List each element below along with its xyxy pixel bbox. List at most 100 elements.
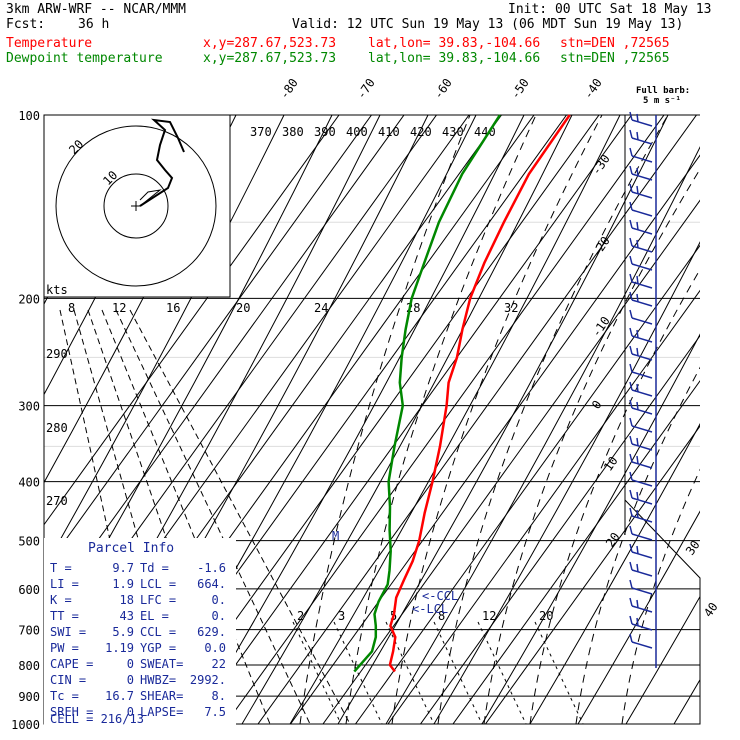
wind-barb-shaft bbox=[631, 335, 653, 343]
parcel-info-panel: Parcel Info T = 9.7 Td = -1.6 LI = 1.9 LCL = 66… bbox=[44, 538, 236, 726]
model-title: 3km ARW-WRF -- NCAR/MMM bbox=[6, 2, 187, 17]
wind-barb bbox=[629, 597, 653, 613]
isotherm-line bbox=[452, 380, 700, 724]
parcel-row-label: YGP = bbox=[140, 641, 176, 655]
isotherm-line bbox=[322, 199, 700, 724]
moist-adiabats bbox=[299, 115, 700, 724]
parcel-info-title: Parcel Info bbox=[88, 541, 174, 556]
wind-barb bbox=[629, 165, 653, 181]
isotherm-label: 30 bbox=[683, 538, 703, 558]
barb-legend-line2: 5 m s⁻¹ bbox=[643, 96, 681, 106]
isotherm-line bbox=[44, 115, 340, 526]
wind-barb-flag bbox=[636, 275, 639, 285]
parcel-row-value: 1.19 bbox=[105, 641, 134, 655]
wind-barb-flag bbox=[629, 309, 633, 319]
dry-adiabat-line bbox=[385, 146, 700, 724]
mixing-ratio-label: 12 bbox=[482, 609, 496, 623]
isotherm-line bbox=[192, 115, 633, 724]
wind-barb-shaft bbox=[631, 209, 653, 217]
isotherm-label: -40 bbox=[581, 76, 605, 102]
parcel-row-label: PW = bbox=[50, 641, 79, 655]
wind-barb-flag bbox=[636, 185, 639, 195]
wind-barb-shaft bbox=[631, 623, 653, 631]
mixing-ratio-line bbox=[433, 621, 483, 724]
wind-barb-flag bbox=[629, 543, 633, 553]
isotherm-line bbox=[484, 425, 700, 724]
wind-barb-shaft bbox=[631, 407, 653, 415]
wind-barb-shaft bbox=[631, 479, 653, 487]
wind-barb bbox=[629, 417, 653, 433]
parcel-row-value: 0.0 bbox=[204, 641, 226, 655]
temperature-trace bbox=[388, 114, 571, 673]
wind-barb bbox=[629, 255, 653, 271]
parcel-row-value: 7.5 bbox=[204, 705, 226, 719]
pressure-tick-label: 900 bbox=[18, 690, 40, 704]
isotherm-label: 0 bbox=[589, 398, 605, 412]
wind-barb-flag bbox=[629, 291, 633, 301]
parcel-row-value: -1.6 bbox=[197, 561, 226, 575]
wind-barb-shaft bbox=[631, 155, 653, 163]
wind-barb-flag bbox=[629, 597, 633, 607]
wind-barb-flag bbox=[629, 561, 633, 571]
wind-barb-flag bbox=[629, 453, 633, 463]
wind-barb-flag bbox=[636, 455, 639, 465]
speed-scale-label: 16 bbox=[166, 301, 180, 315]
moist-adiabat-line bbox=[483, 168, 700, 724]
wind-barb bbox=[629, 219, 653, 235]
wind-barb-flag bbox=[629, 507, 633, 517]
hodograph-trace bbox=[139, 118, 185, 207]
wind-barb bbox=[629, 435, 653, 451]
parcel-level-annotation: <-CCL bbox=[422, 589, 458, 603]
wind-barb-shaft bbox=[631, 533, 653, 541]
wind-barb-flag bbox=[636, 617, 639, 627]
isotherm-label: -60 bbox=[431, 76, 455, 102]
hodograph-ring bbox=[103, 173, 169, 239]
mixing-ratio-line bbox=[534, 621, 584, 724]
parcel-row-value: 664. bbox=[197, 577, 226, 591]
moist-adiabat-line bbox=[575, 366, 700, 724]
temperature-station: stn=DEN ,72565 bbox=[560, 36, 670, 51]
parcel-row-label: SHEAR= bbox=[140, 689, 183, 703]
wind-barb bbox=[629, 309, 653, 325]
parcel-level-annotation: <-LCL bbox=[412, 602, 448, 616]
pressure-tick-label: 200 bbox=[18, 292, 40, 306]
moist-adiabat-line bbox=[437, 115, 669, 724]
dewpoint-xy: x,y=287.67,523.73 bbox=[203, 51, 337, 66]
wind-barb-flag bbox=[629, 633, 633, 643]
speed-scale-line bbox=[129, 309, 351, 725]
wind-barb bbox=[629, 345, 653, 361]
wind-barb-flag bbox=[636, 383, 639, 393]
parcel-row-label: EL = bbox=[140, 609, 169, 623]
wind-barb-flag bbox=[636, 113, 639, 123]
wind-barb-shaft bbox=[631, 443, 653, 451]
wind-barb-flag bbox=[636, 221, 639, 231]
theta-e-label: 370 bbox=[250, 125, 272, 139]
speed-scale-line bbox=[73, 309, 191, 725]
moist-adiabat-line bbox=[529, 268, 700, 724]
isotherm-label: 20 bbox=[603, 530, 623, 550]
wind-barb-flag bbox=[629, 327, 633, 337]
wind-barb-shaft bbox=[631, 515, 653, 523]
theta-label: 280 bbox=[46, 421, 68, 435]
wind-barb-shaft bbox=[631, 299, 653, 307]
isotherm-line bbox=[354, 244, 700, 724]
wind-barb-flag bbox=[636, 599, 639, 609]
wind-barb bbox=[629, 381, 653, 397]
parcel-row-value: 16.7 bbox=[105, 689, 134, 703]
mixing-ratio-label: 20 bbox=[539, 609, 553, 623]
isotherm-label: 40 bbox=[701, 600, 721, 620]
parcel-row-label: Tc = bbox=[50, 689, 79, 703]
isotherm-label: -50 bbox=[508, 76, 532, 102]
wind-barb-shaft bbox=[631, 353, 653, 361]
parcel-row-value: 5.9 bbox=[112, 625, 134, 639]
wind-barb-flag bbox=[636, 563, 639, 573]
speed-scale-label: 24 bbox=[314, 301, 328, 315]
wind-barb-flag bbox=[636, 167, 639, 177]
mixing-ratio-line bbox=[333, 621, 383, 724]
pressure-tick-label: 1000 bbox=[11, 718, 40, 732]
moist-adiabat-line bbox=[345, 115, 537, 724]
forecast-hour: 36 h bbox=[78, 17, 110, 32]
speed-scale-line bbox=[115, 309, 311, 725]
parcel-row-value: 0 bbox=[127, 657, 134, 671]
wind-barb-flag bbox=[629, 381, 633, 391]
